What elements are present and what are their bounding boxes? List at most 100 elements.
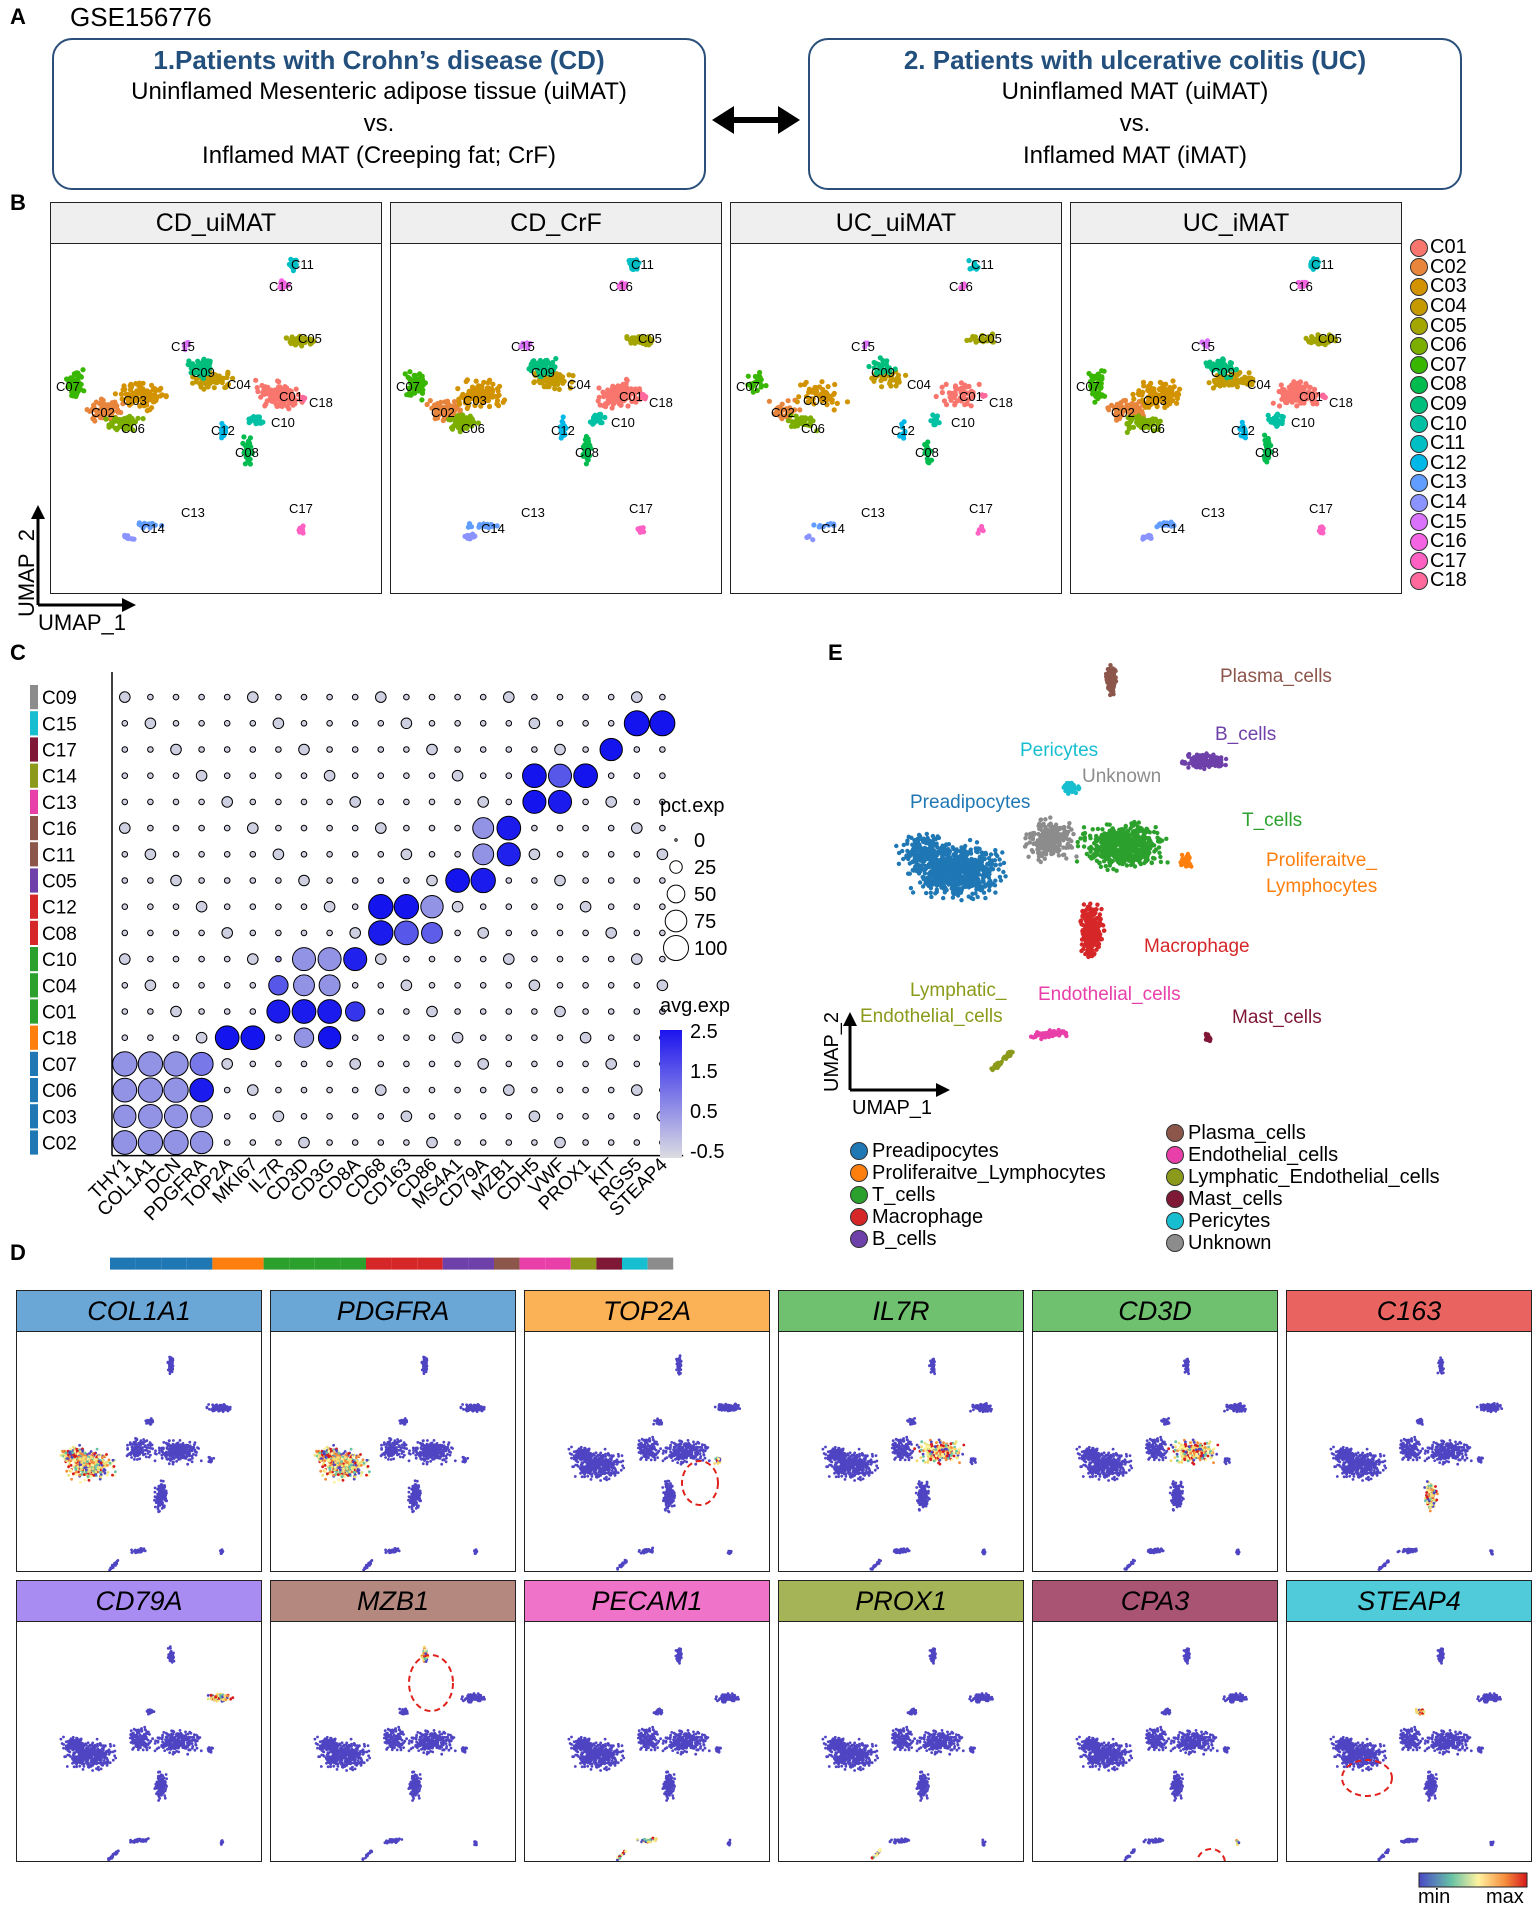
dot-mark <box>659 877 666 884</box>
dot-mark <box>112 1130 138 1155</box>
cluster-legend-item: C17 <box>1410 550 1530 572</box>
dot-mark <box>477 1058 490 1070</box>
dot-mark <box>170 1005 182 1018</box>
dot-mark <box>172 955 180 963</box>
dot-mark <box>531 1139 538 1146</box>
scale-min-label: min <box>1418 1886 1450 1909</box>
dot-mark <box>479 720 487 727</box>
gene-group-bar <box>238 1257 264 1270</box>
cluster-legend-item: C18 <box>1410 569 1530 591</box>
row-label: C06 <box>42 1081 77 1102</box>
dot-mark <box>323 769 336 782</box>
dot-mark <box>351 1113 359 1120</box>
feature-plot-title: TOP2A <box>525 1291 769 1332</box>
panel-b-label: B <box>10 190 26 216</box>
gene-group-bar <box>596 1257 622 1270</box>
legend-label: C04 <box>1430 295 1467 318</box>
dot-mark <box>582 720 589 727</box>
legend-dot-icon <box>1166 1146 1184 1164</box>
feature-plot-title: COL1A1 <box>17 1291 261 1332</box>
cluster-label: C14 <box>1161 521 1185 536</box>
dot-mark <box>531 929 538 937</box>
cluster-label: C09 <box>1211 365 1235 380</box>
dot-mark <box>605 1058 618 1070</box>
dot-mark <box>633 772 641 779</box>
feature-umap <box>1329 1356 1504 1571</box>
double-arrow-icon <box>712 106 800 134</box>
dot-mark <box>198 720 205 727</box>
cluster-label: C01 <box>279 389 303 404</box>
cluster-label: C07 <box>736 379 760 394</box>
dot-mark <box>451 1031 464 1044</box>
feature-plot-pecam1: PECAM1 <box>524 1580 770 1862</box>
dot-mark <box>172 929 180 937</box>
dot-mark <box>556 720 564 727</box>
legend-dot-icon <box>1410 356 1428 375</box>
cluster-label: C17 <box>289 501 313 516</box>
dot-mark <box>275 798 282 806</box>
cluster-legend-item: C07 <box>1410 354 1530 376</box>
dot-mark <box>505 982 513 989</box>
cluster-label: C14 <box>141 521 165 536</box>
dot-mark <box>582 877 589 884</box>
dot-mark <box>479 982 487 989</box>
cd-box-line3: Inflamed MAT (Creeping fat; CrF) <box>54 140 704 172</box>
legend-dot-icon <box>1410 258 1428 277</box>
dot-mark <box>633 798 641 806</box>
row-color-bar <box>30 947 38 972</box>
cluster-label: C10 <box>1291 415 1315 430</box>
dot-mark <box>163 1129 189 1156</box>
feature-plot-col1a1: COL1A1 <box>16 1290 262 1572</box>
dot-mark <box>605 927 618 939</box>
cluster-label: C11 <box>971 257 994 272</box>
dot-mark <box>249 720 257 727</box>
dot-mark <box>377 1060 385 1068</box>
cluster-label: C06 <box>461 421 485 436</box>
legend-dot-icon <box>1410 297 1428 316</box>
cluster-legend-item: C14 <box>1410 491 1530 513</box>
dot-mark <box>298 1136 310 1149</box>
dot-mark <box>607 1086 615 1094</box>
cluster-label: C07 <box>396 379 420 394</box>
uc-patients-box: 2. Patients with ulcerative colitis (UC)… <box>808 38 1462 190</box>
dot-mark <box>547 789 573 814</box>
dot-mark <box>275 1139 282 1146</box>
legend-label: C02 <box>1430 256 1467 279</box>
legend-label: C09 <box>1430 393 1467 416</box>
row-color-bar <box>30 1078 38 1103</box>
dot-mark <box>607 903 615 910</box>
celltype-legend-left: Preadipocytes Proliferaitve_Lymphocytes T_… <box>850 1140 1106 1250</box>
dot-mark <box>198 851 205 858</box>
row-color-bar <box>30 1130 38 1155</box>
dot-mark <box>656 848 669 861</box>
dot-mark <box>121 929 129 937</box>
dot-mark <box>190 1104 213 1128</box>
dot-mark <box>300 929 308 937</box>
legend-dot-icon <box>1410 493 1428 512</box>
dot-mark <box>582 1113 589 1120</box>
dot-mark <box>582 955 589 963</box>
gene-group-bar <box>289 1257 315 1270</box>
dot-mark <box>428 1034 436 1041</box>
legend-dot-icon <box>850 1208 868 1226</box>
celltype-label-tcells: T_cells <box>1242 810 1302 831</box>
legend-label: C01 <box>1430 236 1467 259</box>
color-legend-title: avg.exp <box>660 995 730 1017</box>
dot-mark <box>293 1027 315 1048</box>
dot-mark <box>144 979 157 992</box>
dot-mark <box>531 746 538 753</box>
umap-y-label: UMAP_2 <box>14 518 40 628</box>
feature-plot-top2a: TOP2A <box>524 1290 770 1572</box>
dot-mark <box>599 737 623 762</box>
dot-mark <box>531 824 538 832</box>
dot-mark <box>223 1139 231 1146</box>
dot-mark <box>300 772 308 779</box>
legend-dot-icon <box>850 1186 868 1204</box>
cd-box-line2: vs. <box>54 108 704 140</box>
gene-group-bar <box>417 1257 443 1270</box>
highlight-circle <box>1196 1848 1226 1861</box>
cluster-label: C08 <box>915 445 939 460</box>
cluster-label: C09 <box>531 365 555 380</box>
celltype-label-plasma: Plasma_cells <box>1220 666 1332 687</box>
gene-group-bar <box>391 1257 418 1270</box>
